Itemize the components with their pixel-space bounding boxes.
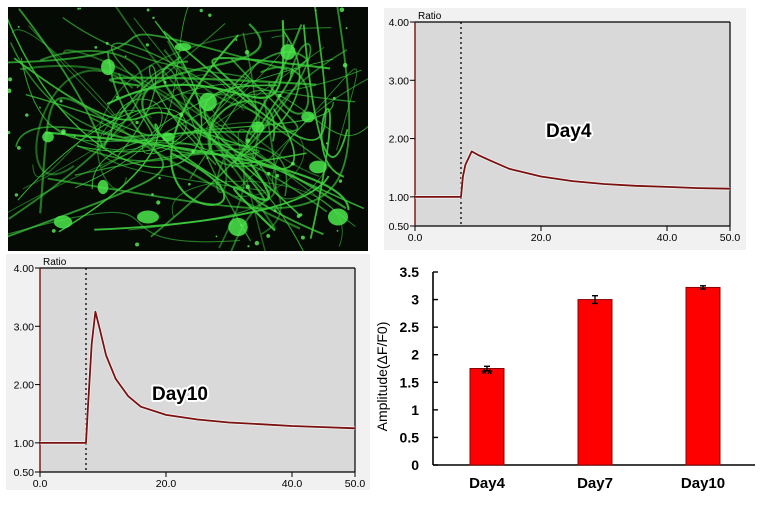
y-axis-label: Amplitude(ΔF/F0) (374, 322, 390, 432)
y-tick-label: 3.00 (389, 75, 410, 87)
bar-day4 (469, 368, 505, 466)
y-tick-label: 2 (411, 347, 419, 363)
plot-area (40, 268, 355, 472)
y-tick-label: 1.00 (389, 192, 410, 204)
day4-trace-plot: 0.50 1.00 2.00 3.00 4.00 0.0 20.0 40.0 50.0 Ratio… (389, 11, 741, 244)
day10-trace-chart: 0.50 1.00 2.00 3.00 4.00 0.0 20.0 40.0 50.0 Ratio… (6, 254, 370, 490)
x-tick-label: Day7 (577, 475, 613, 492)
ratio-trace (415, 150, 731, 198)
x-tick-label: 20.0 (156, 478, 177, 490)
y-tick-label: 0.5 (400, 429, 420, 445)
y-tick-label: 1 (411, 402, 419, 418)
x-tick-label: 0.0 (408, 232, 423, 244)
y-tick-label: 3.00 (14, 321, 35, 333)
svg-text:Day10: Day10 (152, 384, 208, 405)
day10-trace-plot: 0.50 1.00 2.00 3.00 4.00 0.0 20.0 40.0 50.0 Ratio… (14, 257, 366, 490)
microscopy-image (8, 7, 368, 251)
x-tick-label: 50.0 (345, 478, 366, 490)
day4-trace-chart: 0.50 1.00 2.00 3.00 4.00 0.0 20.0 40.0 50.0 Ratio… (384, 8, 746, 250)
ratio-trace (40, 310, 356, 444)
y-tick-label: 3.5 (400, 264, 420, 280)
bar-day10 (685, 286, 721, 466)
x-tick-label: 50.0 (720, 232, 741, 244)
plot-area (415, 22, 730, 226)
y-tick-label: 0 (411, 457, 419, 473)
x-tick-label: Day4 (469, 475, 506, 492)
bar-day7 (577, 299, 613, 466)
x-tick-label: 40.0 (657, 232, 678, 244)
y-tick-label: 0.50 (389, 221, 410, 233)
neuron-network-image (8, 7, 368, 251)
significance-marker: ** (482, 366, 493, 382)
y-tick-label: 4.00 (14, 263, 35, 275)
y-tick-label: 3 (411, 292, 419, 308)
y-tick-label: 2.00 (14, 380, 35, 392)
day-label: Day10 (152, 384, 208, 405)
x-tick-label: Day10 (681, 475, 725, 492)
x-tick-label: 20.0 (531, 232, 552, 244)
neurite-fibers (8, 7, 368, 251)
amplitude-bar-chart: 0 0.5 1 1.5 2 2.5 3 3.5 Amplitude(ΔF/F0) Day4 Day7… (370, 255, 768, 517)
x-tick-label: 0.0 (33, 478, 48, 490)
y-tick-label: 0.50 (14, 467, 35, 479)
cell-bodies (8, 7, 349, 248)
y-tick-label: 2.00 (389, 134, 410, 146)
y-axis-title: Ratio (418, 11, 442, 22)
svg-text:Day4: Day4 (546, 121, 592, 142)
y-tick-label: 1.00 (14, 438, 35, 450)
x-tick-label: 40.0 (282, 478, 303, 490)
y-tick-label: 2.5 (400, 319, 420, 335)
day-label: Day4 (546, 121, 592, 142)
amplitude-bar-plot: 0 0.5 1 1.5 2 2.5 3 3.5 Amplitude(ΔF/F0) Day4 Day7… (374, 264, 755, 492)
y-tick-label: 1.5 (400, 374, 420, 390)
y-tick-label: 4.00 (389, 17, 410, 29)
y-axis-title: Ratio (43, 257, 67, 268)
